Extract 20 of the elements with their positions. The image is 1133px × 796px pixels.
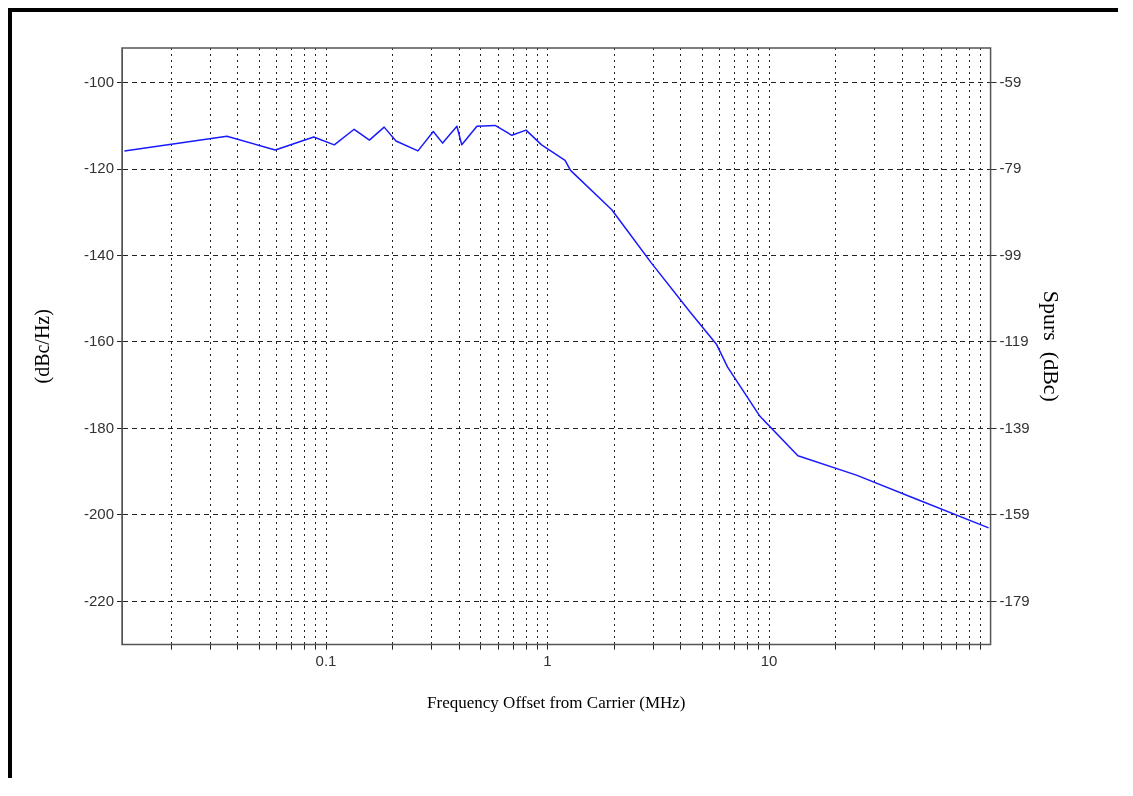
y-tick-label: -140: [83, 245, 115, 263]
x-tick-label: 0.1: [315, 651, 337, 669]
y2-tick-label: -179: [999, 591, 1030, 609]
x-tick-label: 10: [760, 651, 778, 669]
y2-tick-label: -139: [999, 418, 1030, 436]
y2-tick-label: -79: [999, 159, 1022, 177]
y-tick-label: -180: [83, 418, 115, 436]
y-tick-label: -160: [83, 332, 115, 350]
y-tick-label: -220: [83, 591, 115, 609]
y2-axis-title: Spurs (dBc): [1039, 290, 1065, 402]
y-tick-label: -200: [83, 505, 115, 523]
x-axis-title: Frequency Offset from Carrier (MHz): [427, 693, 686, 713]
y2-tick-label: -159: [999, 505, 1030, 523]
y-tick-label: -120: [83, 159, 115, 177]
y2-tick-label: -119: [999, 332, 1029, 350]
y-tick-label: -100: [83, 72, 115, 90]
y2-tick-label: -59: [999, 72, 1022, 90]
y-axis-title: (dBc/Hz): [31, 309, 55, 384]
x-tick-label: 1: [543, 651, 552, 669]
y2-tick-label: -99: [999, 245, 1022, 263]
